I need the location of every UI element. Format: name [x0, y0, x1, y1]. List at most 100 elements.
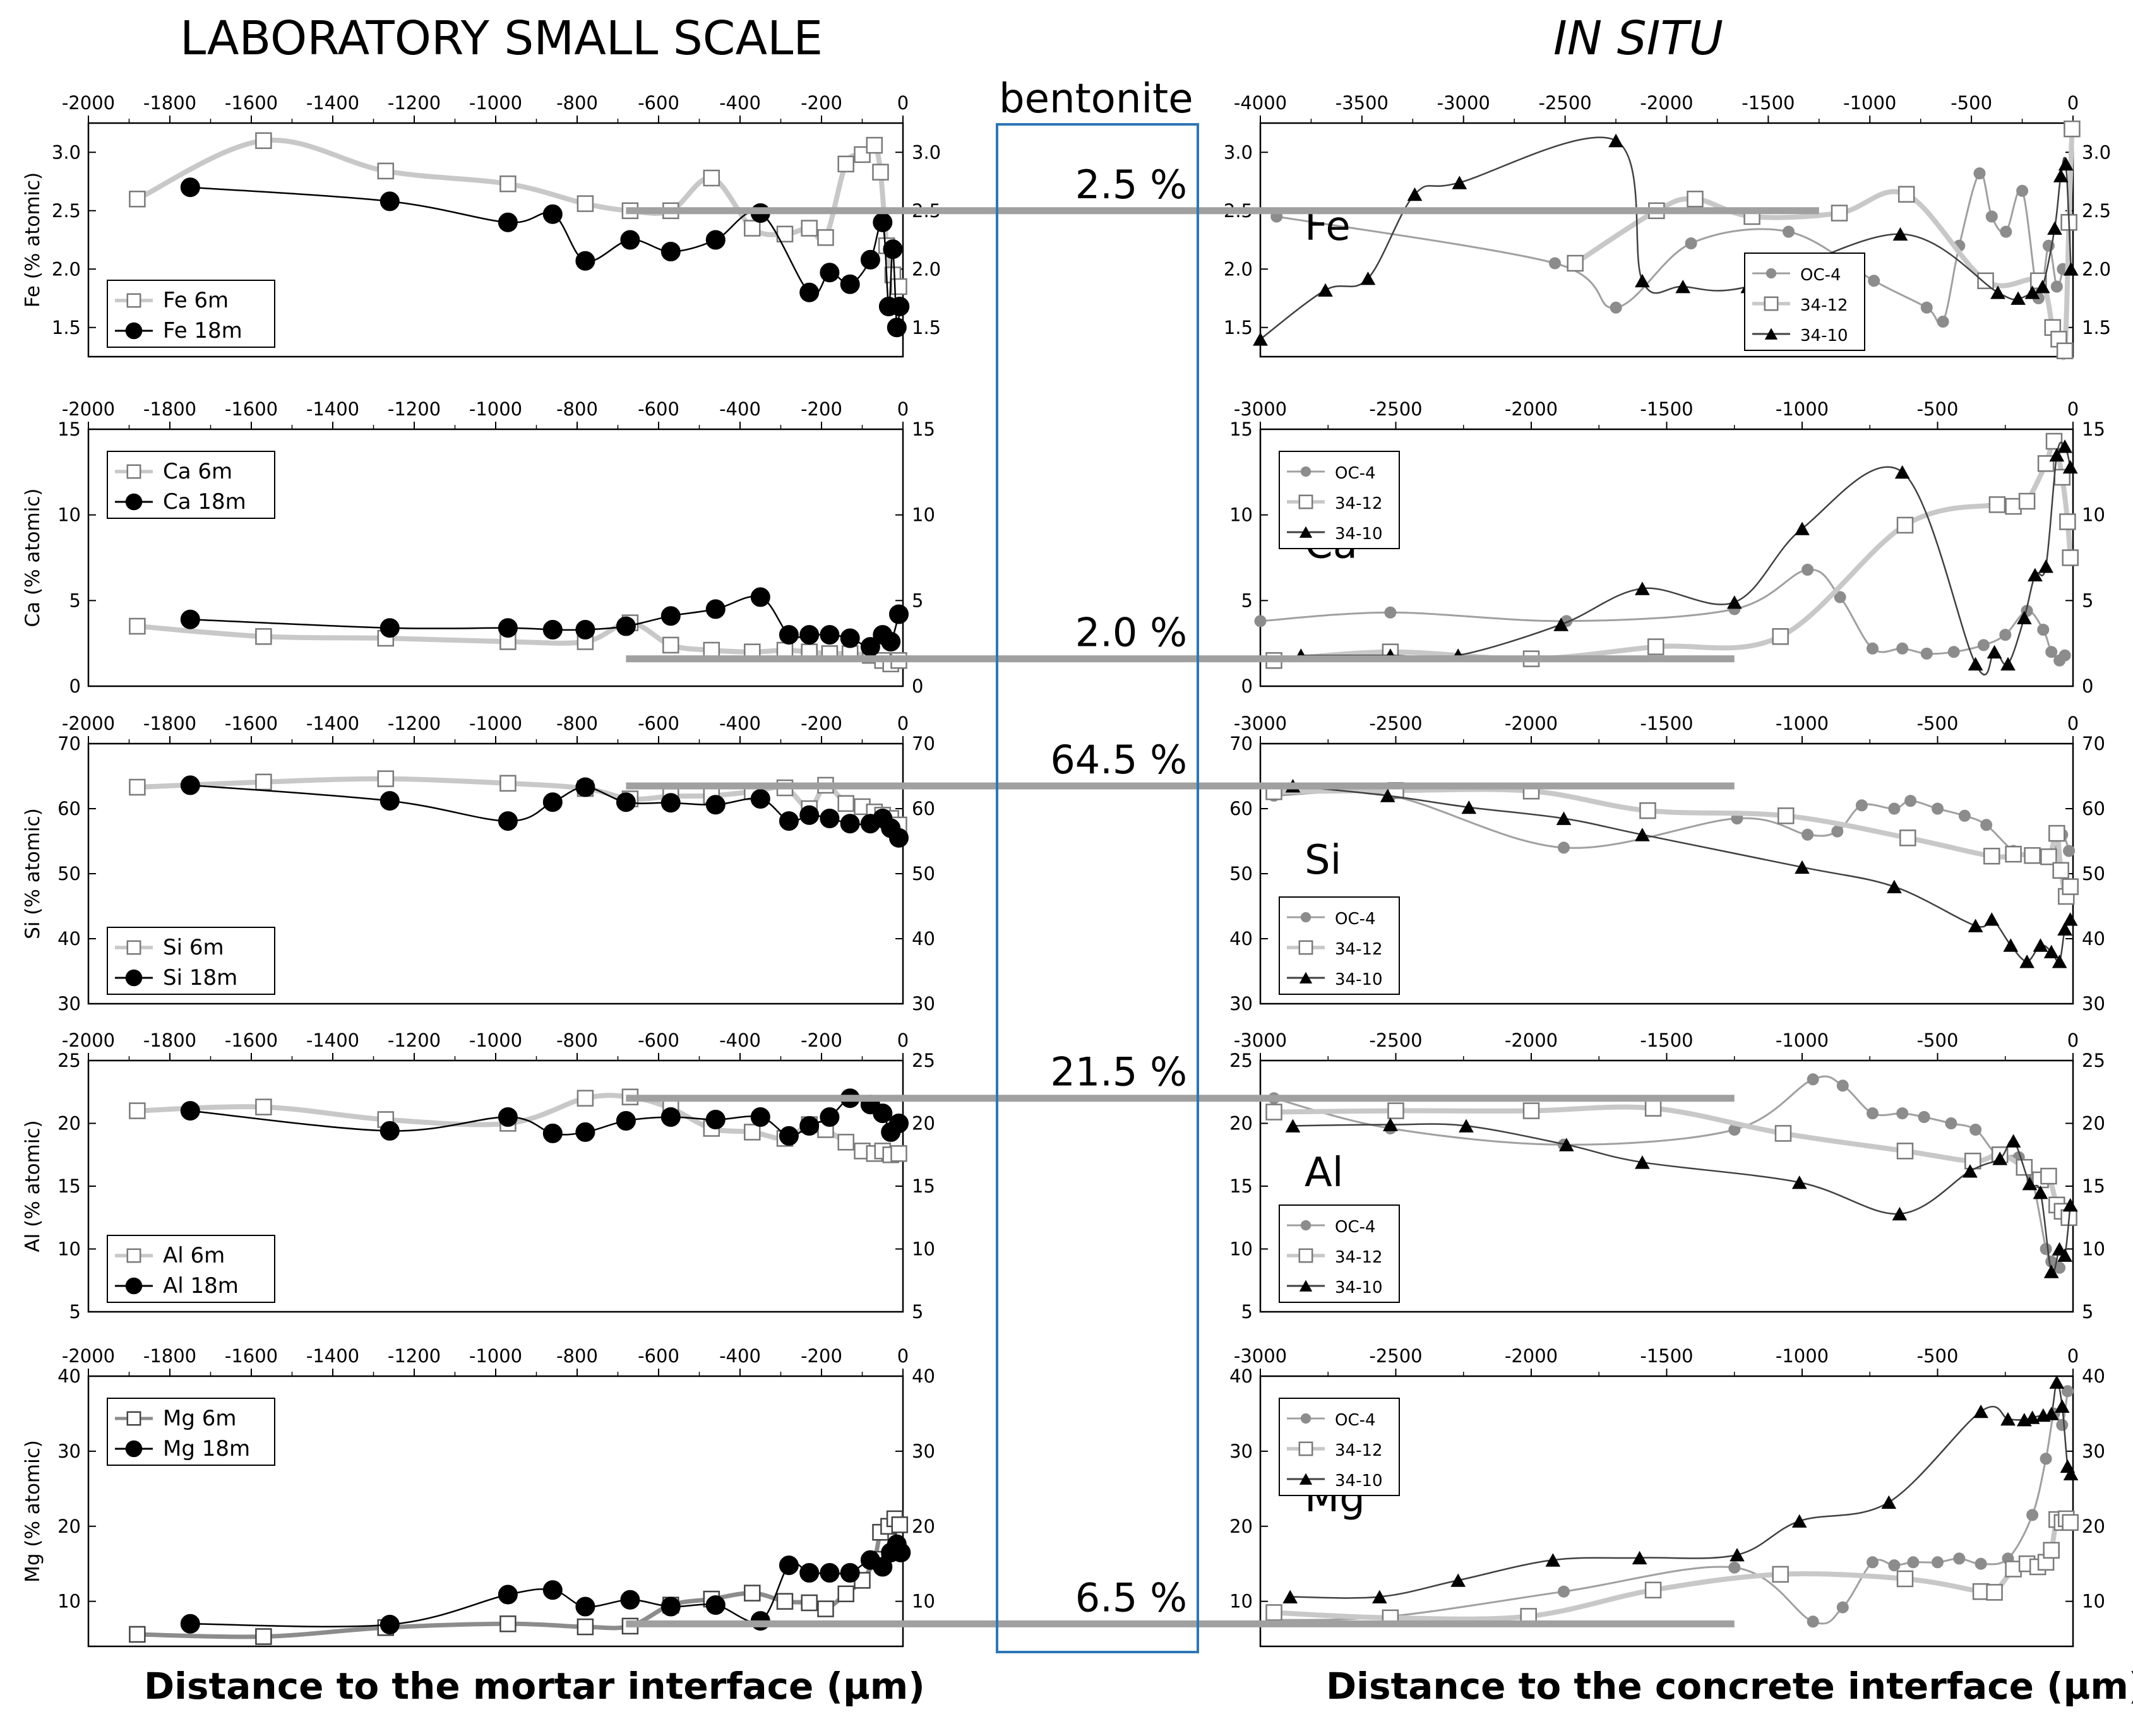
y-tick-label-left: 15	[57, 419, 81, 440]
data-point	[1920, 647, 1933, 660]
data-point	[577, 1090, 594, 1107]
data-point	[1558, 841, 1570, 854]
y-tick-label-right: 0	[2082, 675, 2093, 697]
y-tick-label-left: 15	[57, 1175, 81, 1197]
x-tick-label: -500	[1917, 713, 1959, 734]
data-point	[860, 249, 880, 270]
legend: OC-4 34-12 34-10	[1279, 896, 1400, 995]
series-line	[1300, 441, 2071, 676]
data-point	[2062, 1198, 2078, 1212]
y-tick-label-left: 40	[1229, 1365, 1253, 1387]
y-tick-label-right: 15	[912, 419, 935, 440]
chart-panel-lab-si: -2000 -1800 -1600 -1400 -1200 -1000 -800 -600 -4…	[21, 713, 935, 1014]
data-point	[799, 1563, 820, 1583]
data-point	[660, 1107, 681, 1127]
data-point	[379, 618, 400, 638]
legend-label: Fe 6m	[163, 288, 229, 313]
data-point	[1983, 847, 2000, 865]
data-point	[1899, 829, 1916, 847]
data-point	[891, 1516, 909, 1533]
y-tick-label-left: 2.0	[1224, 258, 1253, 280]
data-point	[1556, 811, 1572, 825]
data-point	[1407, 187, 1423, 201]
data-point	[2034, 280, 2050, 294]
data-point	[837, 155, 854, 173]
y-tick-label-left: 20	[1229, 1516, 1253, 1537]
data-point	[2062, 460, 2078, 474]
data-point	[660, 242, 681, 261]
legend-marker	[1299, 1473, 1313, 1485]
legend-marker	[126, 293, 141, 308]
data-point	[2049, 448, 2065, 462]
data-point	[744, 220, 761, 237]
y-tick-label-right: 60	[2082, 798, 2105, 819]
data-point	[1360, 271, 1376, 285]
data-point	[2048, 824, 2065, 842]
data-point	[1644, 1100, 1662, 1117]
y-tick-label-left: 10	[1229, 504, 1253, 526]
data-point	[129, 191, 146, 208]
x-tick-label: -500	[1917, 398, 1959, 420]
data-point	[2054, 1399, 2070, 1413]
data-point	[129, 1626, 146, 1643]
data-point	[1545, 1553, 1561, 1567]
data-point	[2053, 169, 2069, 182]
x-tick-label: 0	[2067, 713, 2079, 734]
data-point	[377, 770, 395, 787]
data-point	[2016, 184, 2029, 197]
data-point	[1986, 1584, 2003, 1601]
data-point	[1610, 301, 1622, 314]
y-tick-label-right: 2.5	[2082, 200, 2111, 222]
data-point	[837, 1134, 854, 1151]
legend-label: Ca 6m	[163, 459, 232, 484]
legend-label: Si 6m	[163, 935, 224, 960]
data-point	[1567, 254, 1584, 272]
data-point	[1973, 1404, 1988, 1418]
data-point	[1647, 638, 1664, 655]
data-point	[705, 599, 726, 619]
y-axis-label: Fe (% atomic)	[21, 172, 44, 308]
y-tick-label-right: 40	[2082, 1365, 2105, 1387]
series-mg-18m	[180, 1534, 911, 1634]
series-34-12	[1265, 432, 2079, 669]
series-34-12	[1265, 1510, 2079, 1627]
data-point	[883, 239, 903, 259]
x-tick-label: -600	[638, 1345, 679, 1367]
data-point	[1968, 919, 1983, 932]
data-point	[2057, 439, 2072, 453]
data-point	[542, 792, 563, 812]
data-point	[1608, 133, 1623, 148]
data-point	[2016, 610, 2032, 624]
data-point	[2062, 878, 2079, 895]
legend-label: 34-12	[1335, 940, 1383, 959]
x-tick-label: -400	[719, 713, 761, 734]
x-tick-label: -2500	[1369, 398, 1422, 420]
data-point	[817, 229, 834, 246]
data-point	[1265, 1103, 1282, 1121]
y-tick-label-left: 60	[1229, 798, 1253, 819]
data-point	[1461, 800, 1477, 814]
x-tick-label: 0	[897, 92, 909, 114]
data-point	[889, 604, 909, 624]
y-tick-label-left: 60	[57, 798, 81, 819]
data-point	[799, 625, 820, 645]
right-x-axis-title: Distance to the concrete interface (µm)	[1326, 1665, 2133, 1708]
legend-marker	[1300, 1413, 1311, 1424]
y-tick-label-right: 20	[2082, 1113, 2105, 1134]
data-point	[837, 795, 854, 812]
element-label: Al	[1305, 1150, 1344, 1196]
data-point	[660, 606, 681, 626]
chart-panel-insitu-ca: -3000 -2500 -2000 -1500 -1000 -500 0 0 0 5 5 10 10 15…	[1229, 398, 2105, 697]
data-point	[1635, 581, 1650, 595]
x-tick-label: -4000	[1234, 92, 1287, 114]
x-tick-label: -600	[638, 713, 679, 734]
x-tick-label: -3000	[1437, 92, 1490, 114]
data-point	[2063, 262, 2079, 276]
legend-label: OC-4	[1335, 1218, 1376, 1237]
data-point	[1726, 595, 1742, 609]
data-point	[1831, 205, 1848, 222]
data-point	[705, 795, 726, 815]
x-tick-label: -200	[801, 713, 842, 734]
data-point	[2005, 845, 2022, 863]
legend-label: Mg 18m	[163, 1436, 250, 1461]
